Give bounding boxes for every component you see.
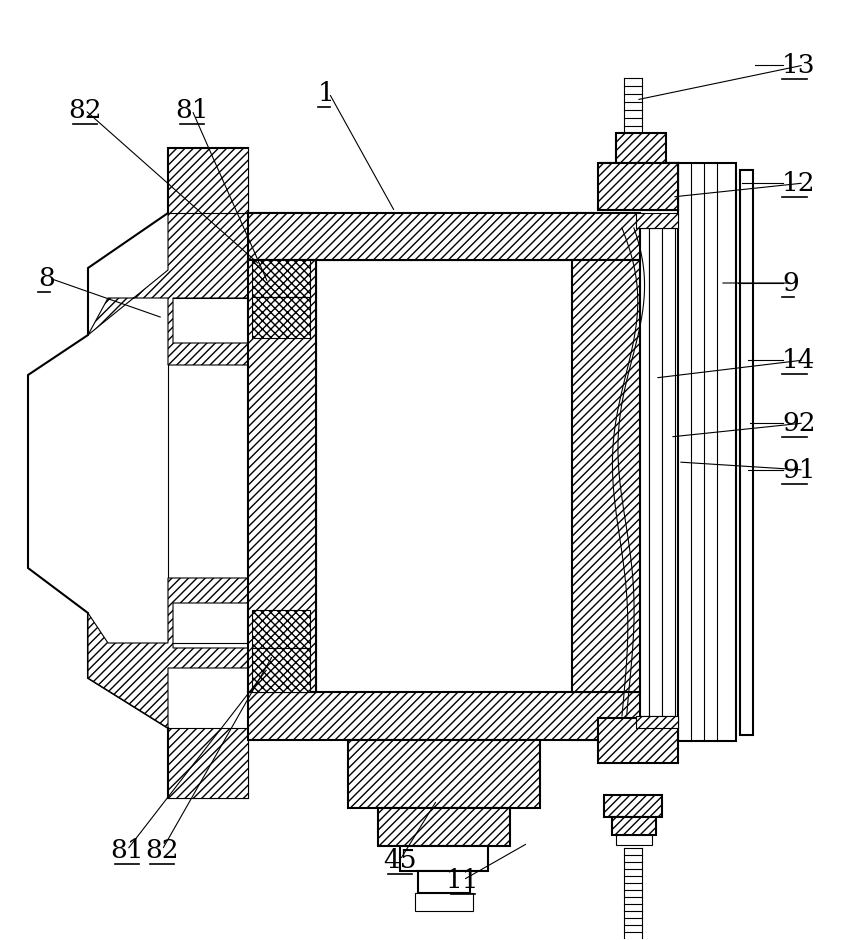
Polygon shape	[252, 648, 310, 692]
Polygon shape	[248, 213, 640, 260]
Text: 82: 82	[68, 98, 102, 122]
Text: 9: 9	[782, 271, 799, 295]
Polygon shape	[662, 228, 675, 716]
Polygon shape	[316, 260, 572, 692]
Polygon shape	[636, 228, 649, 716]
Polygon shape	[248, 692, 640, 740]
Polygon shape	[252, 297, 310, 338]
Polygon shape	[28, 148, 308, 798]
Polygon shape	[348, 740, 540, 808]
Polygon shape	[88, 578, 248, 728]
Polygon shape	[415, 893, 473, 911]
Text: 81: 81	[175, 98, 209, 122]
Text: 92: 92	[782, 411, 816, 435]
Polygon shape	[616, 835, 652, 845]
Polygon shape	[378, 808, 510, 846]
Polygon shape	[612, 817, 656, 835]
Polygon shape	[572, 260, 640, 692]
Polygon shape	[616, 133, 666, 163]
Polygon shape	[598, 163, 678, 210]
Polygon shape	[604, 795, 662, 817]
Polygon shape	[88, 213, 248, 365]
Text: 8: 8	[38, 265, 54, 290]
Polygon shape	[740, 170, 753, 735]
Polygon shape	[636, 716, 678, 728]
Text: 12: 12	[782, 170, 816, 196]
Text: 14: 14	[782, 348, 816, 372]
Polygon shape	[678, 163, 736, 741]
Polygon shape	[168, 298, 248, 643]
Text: 13: 13	[782, 53, 816, 77]
Polygon shape	[636, 213, 678, 228]
Polygon shape	[248, 260, 316, 692]
Polygon shape	[168, 728, 248, 798]
Text: 45: 45	[383, 848, 417, 872]
Text: 1: 1	[318, 81, 335, 105]
Text: 82: 82	[145, 838, 179, 863]
Text: 81: 81	[110, 838, 143, 863]
Polygon shape	[400, 846, 488, 871]
Polygon shape	[600, 163, 678, 210]
Polygon shape	[418, 871, 470, 893]
Polygon shape	[168, 148, 248, 213]
Polygon shape	[252, 260, 310, 297]
Text: 91: 91	[782, 458, 816, 482]
Polygon shape	[252, 610, 310, 648]
Polygon shape	[649, 228, 662, 716]
Polygon shape	[598, 718, 678, 763]
Text: 11: 11	[447, 868, 480, 892]
